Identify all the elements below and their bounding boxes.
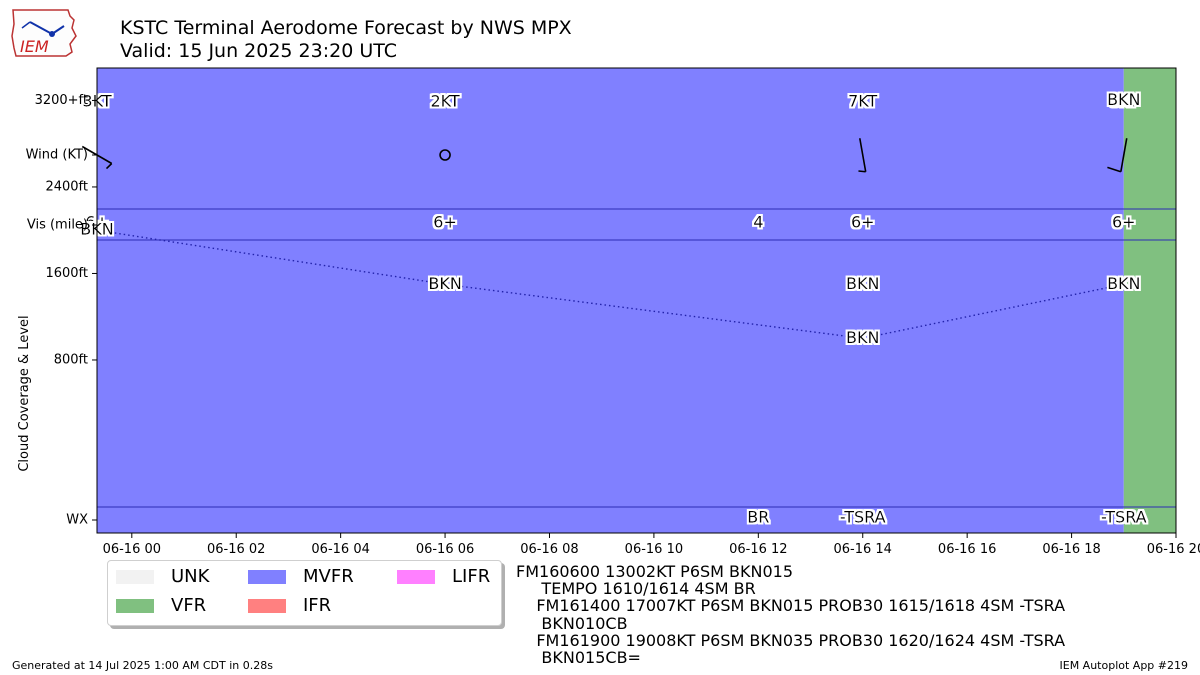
legend-swatch <box>397 570 435 584</box>
x-tick-label: 06-16 18 <box>1042 542 1100 557</box>
wind-speed-label: 7KT <box>848 92 877 111</box>
wind-speed-label: 8KT <box>1109 92 1138 111</box>
category-band-mvfr <box>97 68 1124 533</box>
y-label-wind: Wind (KT) <box>26 148 88 163</box>
footer-app: IEM Autoplot App #219 <box>1059 659 1189 672</box>
y-tick-label-cloud: 3200+ft <box>35 93 88 108</box>
y-tick-label-cloud: 1600ft <box>45 266 88 281</box>
chart-subtitle: Valid: 15 Jun 2025 23:20 UTC <box>120 40 398 62</box>
wind-barb-feather <box>105 162 113 170</box>
x-tick-label: 06-16 00 <box>103 542 161 557</box>
cloud-trend-line <box>96 229 1124 340</box>
x-tick-label: 06-16 06 <box>416 542 474 557</box>
wind-barb <box>439 149 451 161</box>
y-tick-label-cloud: 800ft <box>54 352 88 367</box>
visibility-label: 6+ <box>1112 213 1136 232</box>
legend-label: IFR <box>303 595 332 616</box>
visibility-label: 4 <box>753 213 763 232</box>
chart-title: KSTC Terminal Aerodome Forecast by NWS M… <box>120 17 572 39</box>
legend-swatch <box>116 599 154 613</box>
y-axis-title: Cloud Coverage & Level <box>17 315 32 471</box>
legend: UNK MVFR LIFR VFR IFR <box>107 560 502 626</box>
x-tick-label: 06-16 14 <box>834 542 892 557</box>
category-bands <box>97 68 1176 533</box>
legend-swatch <box>248 570 286 584</box>
legend-swatch <box>116 570 154 584</box>
wind-barb-staff <box>859 138 867 172</box>
legend-swatch <box>248 599 286 613</box>
wind-barb <box>1107 138 1128 173</box>
footer-generated: Generated at 14 Jul 2025 1:00 AM CDT in … <box>12 659 273 672</box>
wind-barb <box>858 138 867 173</box>
wind-calm-circle <box>439 149 451 161</box>
cloud-coverage-label: BKN <box>1107 274 1140 293</box>
legend-label: VFR <box>171 595 207 616</box>
x-tick-label: 06-16 04 <box>311 542 369 557</box>
x-tick-label: 06-16 10 <box>625 542 683 557</box>
y-tick-label-cloud: 2400ft <box>45 179 88 194</box>
wind-barb-feather <box>858 170 866 173</box>
x-tick-label: 06-16 16 <box>938 542 996 557</box>
iem-logo: IEM <box>11 9 77 57</box>
cloud-coverage-label: BKN <box>846 328 879 347</box>
visibility-label: 6+ <box>851 213 875 232</box>
legend-label: LIFR <box>452 566 491 587</box>
x-tick-label: 06-16 08 <box>520 542 578 557</box>
wind-speed-label: 2KT <box>430 92 459 111</box>
legend-label: UNK <box>171 566 210 587</box>
row-separators <box>97 208 1176 508</box>
visibility-label: 6+ <box>433 213 457 232</box>
legend-label: MVFR <box>303 566 354 587</box>
wind-barb-feather <box>1107 166 1122 173</box>
x-tick-label: 06-16 12 <box>729 542 787 557</box>
taf-raw-text: FM160600 13002KT P6SM BKN015 TEMPO 1610/… <box>516 562 1066 668</box>
weather-label: -TSRA <box>840 508 886 527</box>
cloud-coverage-label: BKN <box>1107 90 1140 109</box>
y-label-vis: Vis (mile) <box>27 218 88 233</box>
x-axis: 06-16 00 06-16 02 06-16 04 06-16 06 06-16 08… <box>103 533 1200 557</box>
weather-label: BR <box>747 508 769 527</box>
weather-label: -TSRA <box>1101 508 1147 527</box>
y-label-wx: WX <box>66 513 88 528</box>
y-axis: Wind (KT) Vis (mile) 800ft 1600ft 2400ft 3200… <box>17 93 97 528</box>
cloud-trend-polyline <box>96 229 1124 340</box>
x-tick-label: 06-16 20 <box>1147 542 1200 557</box>
cloud-coverage-label: BKN <box>428 274 461 293</box>
x-tick-label: 06-16 02 <box>207 542 265 557</box>
cloud-coverage-label: BKN <box>846 274 879 293</box>
category-band-vfr <box>1123 68 1176 533</box>
logo-text: IEM <box>20 37 49 56</box>
plot-frame <box>96 67 1177 534</box>
wind-barb-staff <box>1120 138 1128 172</box>
